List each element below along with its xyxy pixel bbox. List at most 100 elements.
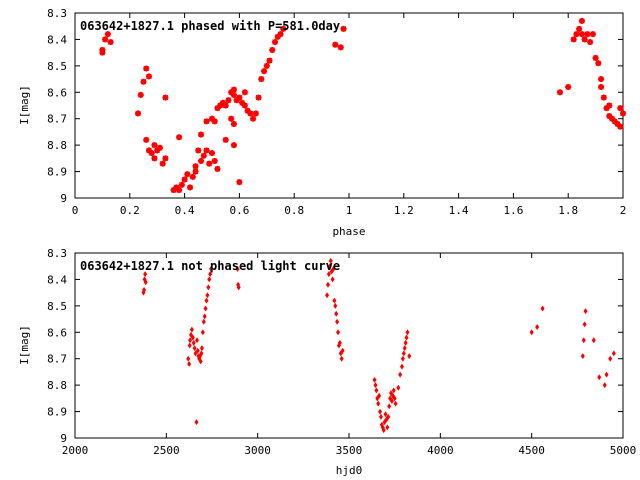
phased-y-tick-label: 8.8 [47, 139, 67, 152]
phased-data-point [203, 147, 210, 154]
phased-data-point [192, 163, 199, 170]
phased-x-tick-label: 0 [72, 204, 79, 217]
phased-data-point [620, 110, 626, 117]
unphased-data-point [608, 355, 613, 362]
unphased-data-point [325, 292, 330, 299]
unphased-data-point [190, 334, 195, 341]
unphased-plot-frame [74, 252, 624, 439]
unphased-data-point [374, 387, 379, 394]
phased-data-point [211, 158, 218, 164]
phased-data-point [576, 25, 583, 32]
phased-data-point [176, 187, 183, 194]
phased-data-point [603, 105, 610, 112]
phased-y-tick-label: 9 [60, 192, 67, 205]
unphased-data-point [198, 358, 203, 365]
unphased-data-point [192, 345, 197, 352]
phased-data-point [184, 171, 191, 178]
phased-data-point [162, 94, 169, 101]
phased-data-point [192, 168, 199, 175]
phased-data-point [151, 142, 158, 149]
phased-data-point [151, 155, 158, 162]
phased-data-point [578, 31, 585, 38]
unphased-data-point [199, 350, 204, 357]
phased-data-point [598, 84, 605, 90]
unphased-data-point [188, 337, 193, 344]
unphased-data-point [401, 350, 406, 357]
phased-data-point [137, 91, 144, 98]
unphased-data-point [236, 284, 241, 291]
phased-x-tick-label: 1.8 [558, 204, 578, 217]
unphased-y-axis: 8.3 8.4 8.5 8.6 8.7 8.8 8.9 9 [47, 247, 623, 445]
phased-x-axis: 0 0.2 0.4 0.6 0.8 1 1.2 1.4 1.6 1.8 2 [72, 13, 626, 217]
unphased-data-point [195, 347, 200, 354]
phased-data-point [214, 165, 221, 172]
phased-data-point [589, 31, 596, 38]
phased-x-axis-label: phase [332, 225, 365, 238]
unphased-data-point [392, 395, 397, 402]
unphased-data-point [582, 321, 587, 328]
unphased-data-point [325, 281, 330, 288]
unphased-data-point [207, 276, 212, 283]
phased-data-point [189, 173, 196, 180]
phased-data-point [592, 54, 599, 61]
phased-data-point [228, 89, 235, 96]
phased-y-axis: 8.3 8.4 8.5 8.6 8.7 8.8 8.9 9 [47, 7, 623, 205]
phased-data-point [178, 181, 185, 188]
unphased-data-point [393, 400, 398, 407]
unphased-data-point [142, 287, 147, 293]
phased-data-point [609, 115, 616, 122]
unphased-y-tick-label: 8.6 [47, 326, 67, 339]
phased-data-point [244, 107, 251, 114]
phased-data-point [159, 160, 166, 167]
unphased-data-point [199, 345, 204, 352]
unphased-x-tick-label: 3500 [336, 444, 363, 457]
unphased-data-point [580, 353, 585, 360]
phased-data-point [584, 31, 591, 38]
phased-data-point [595, 60, 602, 67]
unphased-data-point [604, 371, 609, 378]
unphased-x-tick-label: 4000 [427, 444, 454, 457]
phased-data-point [230, 121, 237, 127]
unphased-data-point [602, 382, 607, 389]
unphased-y-tick-label: 8.7 [47, 353, 67, 366]
unphased-data-point [376, 400, 381, 407]
phased-data-point [236, 179, 243, 186]
phased-data-point [617, 123, 624, 130]
phased-data-point [102, 36, 109, 43]
phased-data-point [214, 105, 221, 112]
phased-data-point [206, 160, 213, 167]
phased-data-point [274, 33, 281, 40]
phased-x-tick-label: 1.4 [449, 204, 469, 217]
phased-data-point [140, 78, 147, 85]
phased-data-point [217, 102, 224, 109]
unphased-x-axis-label: hjd0 [336, 464, 363, 477]
phased-data-point [181, 176, 188, 183]
phased-data-point [230, 91, 237, 98]
phased-data-point [236, 94, 243, 101]
unphased-data-point [200, 329, 205, 336]
unphased-data-point [337, 339, 342, 346]
phased-x-tick-label: 0.4 [175, 204, 195, 217]
phased-data-point [250, 115, 257, 122]
phased-data-point [261, 68, 268, 75]
phased-data-point [222, 102, 229, 109]
phased-plot-frame [74, 12, 624, 199]
unphased-data-point [378, 408, 383, 415]
phased-data-point [228, 115, 235, 122]
unphased-data-point [597, 374, 602, 381]
phased-data-point [332, 41, 339, 48]
unphased-data-point [583, 308, 588, 315]
unphased-y-axis-label: I[mag] [18, 325, 31, 365]
unphased-data-point [204, 297, 209, 304]
unphased-data-point [402, 345, 407, 352]
unphased-data-point [387, 403, 392, 410]
phased-x-tick-label: 0.6 [229, 204, 249, 217]
phased-y-tick-label: 8.9 [47, 166, 67, 179]
unphased-data-point [208, 271, 213, 278]
unphased-data-point [201, 318, 206, 325]
phased-y-tick-label: 8.6 [47, 86, 67, 99]
unphased-y-tick-label: 8.5 [47, 300, 67, 313]
unphased-x-axis: 2000 2500 3000 3500 4000 4500 5000 [62, 253, 636, 457]
unphased-data-point [336, 329, 341, 336]
unphased-data-point [391, 387, 396, 394]
